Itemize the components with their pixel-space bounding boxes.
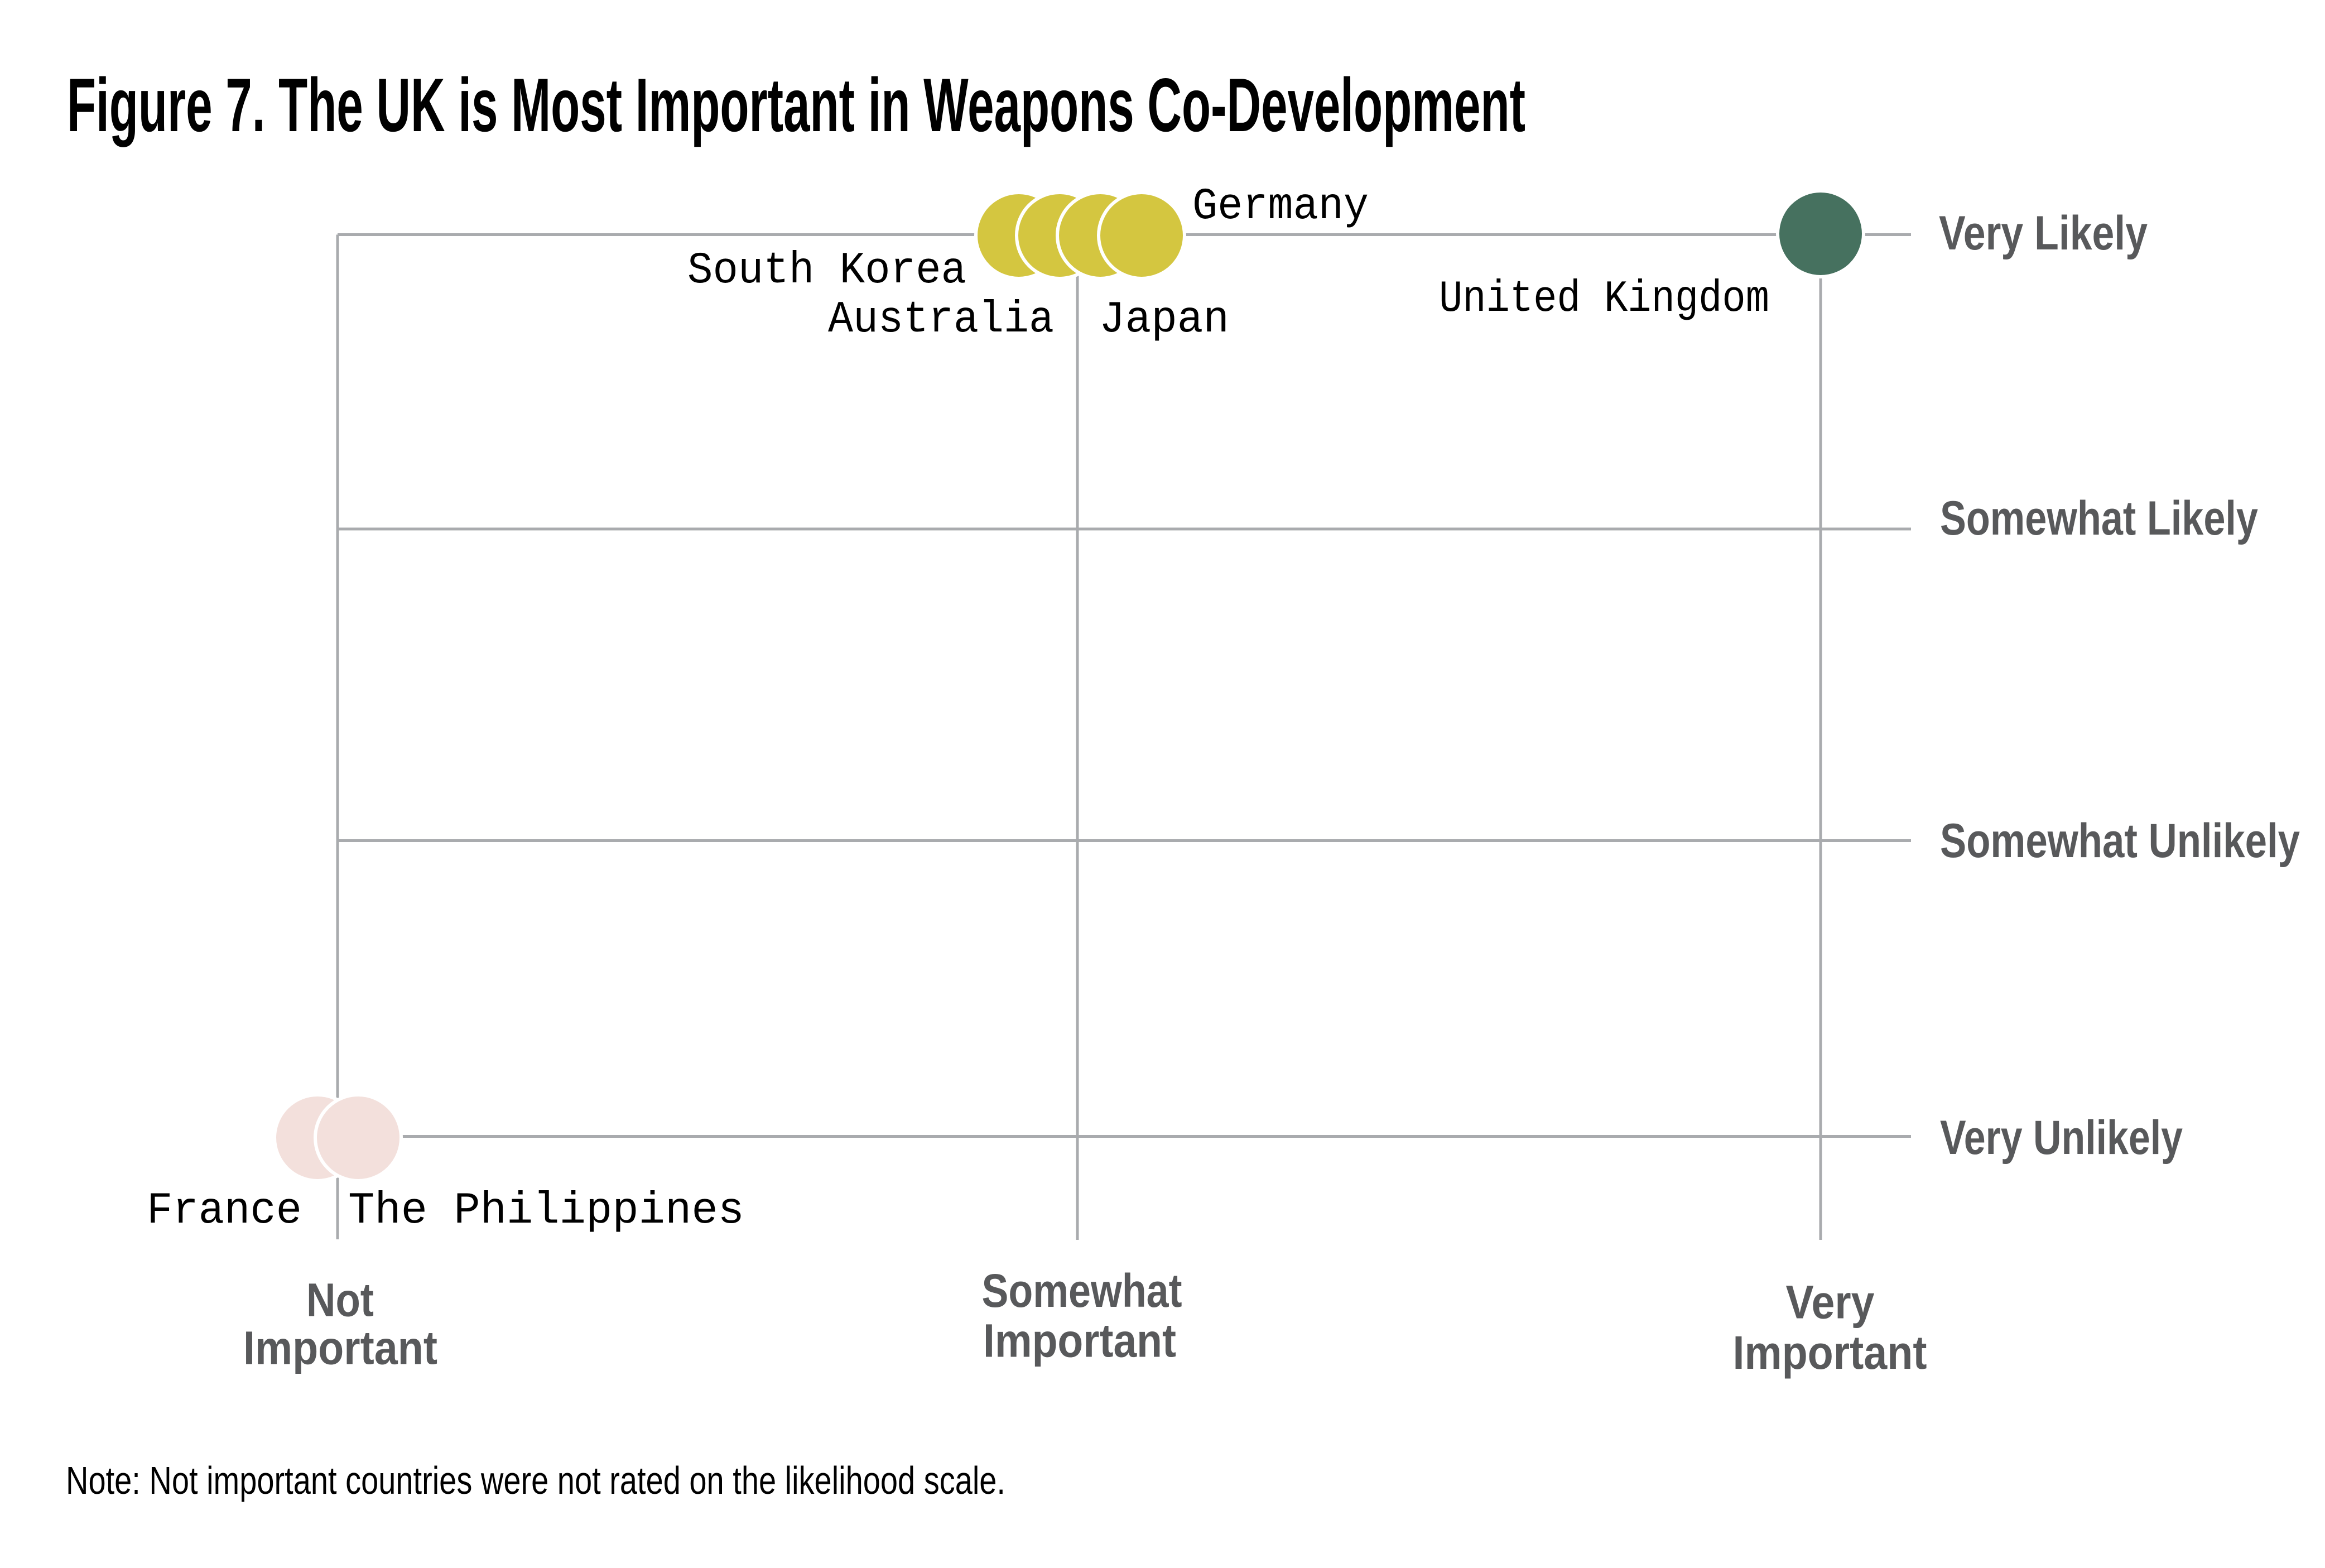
svg-text:Not: Not <box>306 1274 374 1326</box>
svg-text:The Philippines: The Philippines <box>348 1186 744 1237</box>
svg-text:Important: Important <box>1733 1326 1927 1379</box>
svg-text:Very: Very <box>1786 1276 1875 1329</box>
svg-text:Very Unlikely: Very Unlikely <box>1940 1111 2183 1165</box>
svg-text:Very Likely: Very Likely <box>1939 206 2148 260</box>
svg-text:Figure 7. The UK is Most Impor: Figure 7. The UK is Most Important in We… <box>67 62 1525 147</box>
svg-text:Australia: Australia <box>828 295 1054 345</box>
svg-text:Somewhat: Somewhat <box>982 1264 1182 1317</box>
svg-text:Japan: Japan <box>1099 295 1229 345</box>
svg-text:France: France <box>147 1186 302 1237</box>
svg-text:Somewhat Likely: Somewhat Likely <box>1940 492 2258 545</box>
svg-text:Germany: Germany <box>1192 181 1369 232</box>
svg-text:Important: Important <box>983 1315 1176 1367</box>
svg-text:Note: Not important countries: Note: Not important countries were not r… <box>66 1459 1005 1502</box>
svg-text:United Kingdom: United Kingdom <box>1439 274 1769 325</box>
svg-text:South Korea: South Korea <box>687 246 966 296</box>
svg-text:Somewhat Unlikely: Somewhat Unlikely <box>1940 814 2300 868</box>
svg-text:Important: Important <box>243 1322 437 1374</box>
